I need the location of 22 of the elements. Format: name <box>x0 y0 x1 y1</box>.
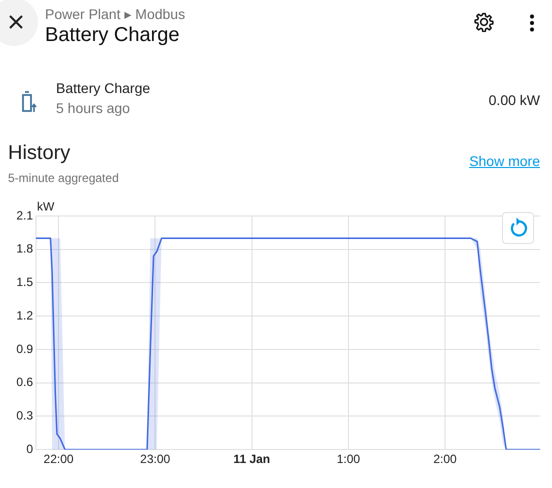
text: 0.00 kW <box>488 92 540 108</box>
text: 5 hours ago <box>56 100 130 116</box>
chart-subtitle: Power Plant ▸ Modbus <box>45 6 186 23</box>
text: Show more <box>469 153 540 169</box>
y-tick-label: 0.3 <box>16 408 34 423</box>
y-axis-title: kW <box>37 199 55 214</box>
x-tick-label: 11 Jan <box>233 452 270 466</box>
text: Battery Charge <box>56 80 150 96</box>
y-tick-label: 0 <box>26 442 34 456</box>
x-tick-label: 23:00 <box>140 452 170 466</box>
y-tick-label: 1.8 <box>16 242 34 256</box>
x-tick-label: 22:00 <box>44 452 74 466</box>
x-tick-label: 2:00 <box>433 452 457 466</box>
y-tick-label: 1.2 <box>16 308 34 322</box>
chart-title: Battery Charge <box>45 24 180 47</box>
y-tick-label: 1.5 <box>16 275 34 290</box>
x-tick-label: 1:00 <box>336 452 360 466</box>
y-tick-label: 2.1 <box>16 208 34 222</box>
text: History <box>8 142 70 165</box>
text: 5-minute aggregated <box>8 171 119 185</box>
y-tick-label: 0.9 <box>16 342 34 356</box>
y-tick-label: 0.6 <box>16 375 34 390</box>
